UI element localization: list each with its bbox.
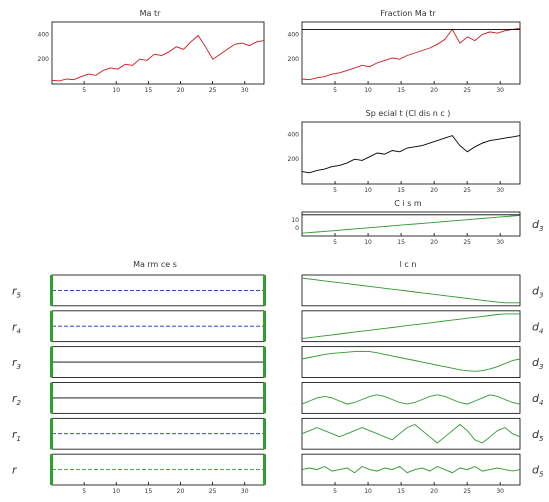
- row-frame: [301, 417, 521, 450]
- y-tick-label: 200: [288, 56, 300, 63]
- plot-frame: [301, 121, 521, 185]
- row-frame: [301, 346, 521, 378]
- y-tick-label: 400: [288, 31, 300, 38]
- y-tick-label: 400: [288, 131, 300, 138]
- x-tick-label: 30: [241, 87, 249, 94]
- side-label: d3: [532, 218, 543, 233]
- x-tick-label: 20: [430, 488, 438, 495]
- x-tick-label: 15: [397, 187, 405, 194]
- x-tick-label: 10: [364, 87, 372, 94]
- row-end-marker: [50, 418, 53, 450]
- x-tick-label: 15: [397, 239, 405, 246]
- x-tick-label: 20: [430, 87, 438, 94]
- panel-title: Ma rm ce s: [133, 260, 177, 269]
- panel-title: Ma tr: [140, 9, 161, 18]
- row-end-marker: [263, 454, 266, 485]
- row-label: r2: [12, 392, 22, 407]
- row-end-marker: [50, 382, 53, 414]
- x-tick-label: 20: [177, 87, 185, 94]
- x-tick-label: 30: [496, 87, 504, 94]
- plot-frame: [51, 21, 265, 85]
- row-label: d5: [532, 464, 544, 479]
- row-frame: [301, 382, 521, 414]
- x-tick-label: 5: [82, 488, 86, 495]
- x-tick-label: 5: [333, 87, 337, 94]
- row-frame: [301, 453, 521, 486]
- row-series-line: [301, 313, 520, 340]
- panel-title: C i s m: [394, 199, 422, 208]
- y-tick-label: 0: [295, 225, 299, 232]
- x-tick-label: 25: [463, 239, 471, 246]
- x-tick-label: 25: [463, 187, 471, 194]
- row-end-marker: [263, 418, 266, 450]
- row-end-marker: [263, 310, 266, 342]
- row-series-line: [301, 277, 520, 304]
- x-tick-label: 15: [397, 488, 405, 495]
- x-tick-label: 5: [333, 488, 337, 495]
- series-line: [301, 27, 521, 81]
- x-tick-label: 10: [364, 239, 372, 246]
- x-tick-label: 20: [177, 488, 185, 495]
- x-tick-label: 25: [463, 87, 471, 94]
- y-tick-label: 200: [38, 56, 50, 63]
- x-tick-label: 10: [112, 87, 120, 94]
- x-tick-label: 25: [209, 488, 217, 495]
- row-label: d4: [532, 392, 543, 407]
- x-tick-label: 15: [145, 87, 153, 94]
- x-tick-label: 30: [496, 239, 504, 246]
- panel-title: Sp ecial t (Cl dis n c ): [366, 109, 451, 118]
- plot-frame: [301, 211, 521, 237]
- x-tick-label: 25: [463, 488, 471, 495]
- row-label: r3: [12, 356, 21, 371]
- y-tick-label: 200: [288, 156, 300, 163]
- row-label: d5: [532, 428, 544, 443]
- x-tick-label: 15: [145, 488, 153, 495]
- row-end-marker: [50, 275, 53, 306]
- x-tick-label: 5: [82, 87, 86, 94]
- plot-frame: [301, 21, 521, 85]
- x-tick-label: 10: [364, 488, 372, 495]
- x-tick-label: 10: [112, 488, 120, 495]
- row-label: r4: [12, 320, 21, 335]
- row-end-marker: [50, 346, 53, 378]
- x-tick-label: 20: [430, 187, 438, 194]
- row-series-line: [301, 423, 521, 444]
- panel-title: l c n: [400, 260, 417, 269]
- x-tick-label: 25: [209, 87, 217, 94]
- row-label: d4: [532, 320, 543, 335]
- row-series-line: [301, 465, 521, 474]
- row-end-marker: [263, 275, 266, 306]
- row-label: r: [12, 464, 18, 477]
- x-tick-label: 15: [397, 87, 405, 94]
- x-tick-label: 30: [496, 488, 504, 495]
- row-label: r1: [12, 428, 21, 443]
- series-line: [301, 135, 521, 174]
- y-tick-label: 10: [291, 217, 299, 224]
- row-label: r5: [12, 284, 22, 299]
- row-label: d3: [532, 284, 543, 299]
- y-tick-label: 400: [38, 31, 50, 38]
- row-label: d3: [532, 356, 543, 371]
- panel-title: Fraction Ma tr: [380, 9, 436, 18]
- row-end-marker: [50, 310, 53, 342]
- row-end-marker: [263, 346, 266, 378]
- series-line: [301, 214, 521, 234]
- x-tick-label: 10: [364, 187, 372, 194]
- x-tick-label: 20: [430, 239, 438, 246]
- x-tick-label: 30: [241, 488, 249, 495]
- row-end-marker: [263, 382, 266, 414]
- x-tick-label: 30: [496, 187, 504, 194]
- row-frame: [301, 310, 521, 343]
- x-tick-label: 5: [333, 187, 337, 194]
- row-series-line: [301, 394, 521, 405]
- row-end-marker: [50, 454, 53, 485]
- row-series-line: [301, 350, 521, 372]
- x-tick-label: 5: [333, 239, 337, 246]
- row-frame: [301, 274, 521, 307]
- series-line: [51, 34, 265, 82]
